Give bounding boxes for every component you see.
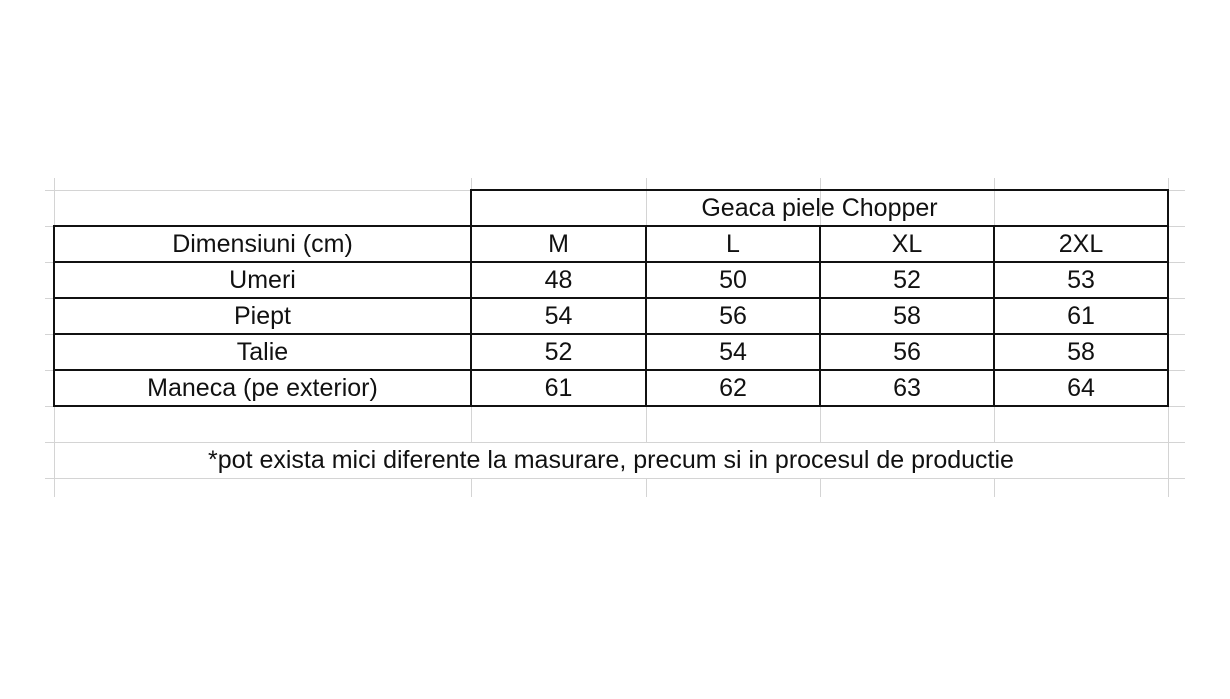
table-cell: 53 — [993, 261, 1169, 299]
cell-text: 48 — [544, 265, 573, 294]
gridline — [54, 442, 55, 497]
cell-text: 50 — [719, 265, 747, 294]
cell-text: Umeri — [229, 265, 296, 294]
table-cell: 63 — [819, 369, 995, 407]
gridline — [820, 406, 821, 442]
table-cell: 48 — [470, 261, 647, 299]
cell-text: 52 — [544, 337, 573, 366]
cell-text: 58 — [893, 301, 921, 330]
table-cell: 52 — [819, 261, 995, 299]
table-cell: 62 — [645, 369, 821, 407]
table-cell: 52 — [470, 333, 647, 371]
gridline — [45, 442, 1185, 443]
gridline — [994, 478, 995, 497]
table-cell: 58 — [819, 297, 995, 335]
cell-text: Geaca piele Chopper — [701, 193, 938, 222]
table-cell: 61 — [993, 297, 1169, 335]
cell-text: 56 — [719, 301, 747, 330]
cell-text: 52 — [893, 265, 921, 294]
cell-text: 62 — [719, 373, 747, 402]
gridline — [471, 478, 472, 497]
cell-text: 61 — [544, 373, 573, 402]
table-cell: 61 — [470, 369, 647, 407]
table-cell: 58 — [993, 333, 1169, 371]
table-cell: 50 — [645, 261, 821, 299]
cell-text: XL — [891, 229, 923, 258]
cell-text: M — [548, 229, 569, 258]
gridline — [471, 406, 472, 442]
row-label: Talie — [53, 333, 472, 371]
size-header: M — [470, 225, 647, 263]
row-label: Maneca (pe exterior) — [53, 369, 472, 407]
footnote: *pot exista mici diferente la masurare, … — [208, 445, 1014, 474]
cell-text: 56 — [893, 337, 921, 366]
size-header: L — [645, 225, 821, 263]
cell-text: 61 — [1067, 301, 1095, 330]
gridline — [820, 478, 821, 497]
gridline — [646, 478, 647, 497]
gridline — [994, 406, 995, 442]
cell-text: Piept — [234, 301, 291, 330]
table-cell: 56 — [645, 297, 821, 335]
cell-text: 2XL — [1058, 229, 1104, 258]
cell-text: 63 — [893, 373, 921, 402]
size-header: XL — [819, 225, 995, 263]
cell-text: Talie — [236, 337, 289, 366]
cell-text: 64 — [1067, 373, 1095, 402]
size-header: 2XL — [993, 225, 1169, 263]
cell-text: 54 — [719, 337, 747, 366]
gridline — [45, 478, 1185, 479]
row-label: Piept — [53, 297, 472, 335]
cell-text: L — [726, 229, 740, 258]
table-title: Geaca piele Chopper — [470, 189, 1169, 227]
gridline — [1168, 442, 1169, 497]
gridline — [646, 406, 647, 442]
row-label: Umeri — [53, 261, 472, 299]
header-label: Dimensiuni (cm) — [53, 225, 472, 263]
cell-text: 54 — [544, 301, 573, 330]
cell-text: 53 — [1067, 265, 1095, 294]
cell-text: Dimensiuni (cm) — [172, 229, 353, 258]
cell-text: 58 — [1067, 337, 1095, 366]
table-cell: 54 — [645, 333, 821, 371]
cell-text: Maneca (pe exterior) — [147, 373, 378, 402]
table-cell: 64 — [993, 369, 1169, 407]
table-cell: 56 — [819, 333, 995, 371]
table-cell: 54 — [470, 297, 647, 335]
